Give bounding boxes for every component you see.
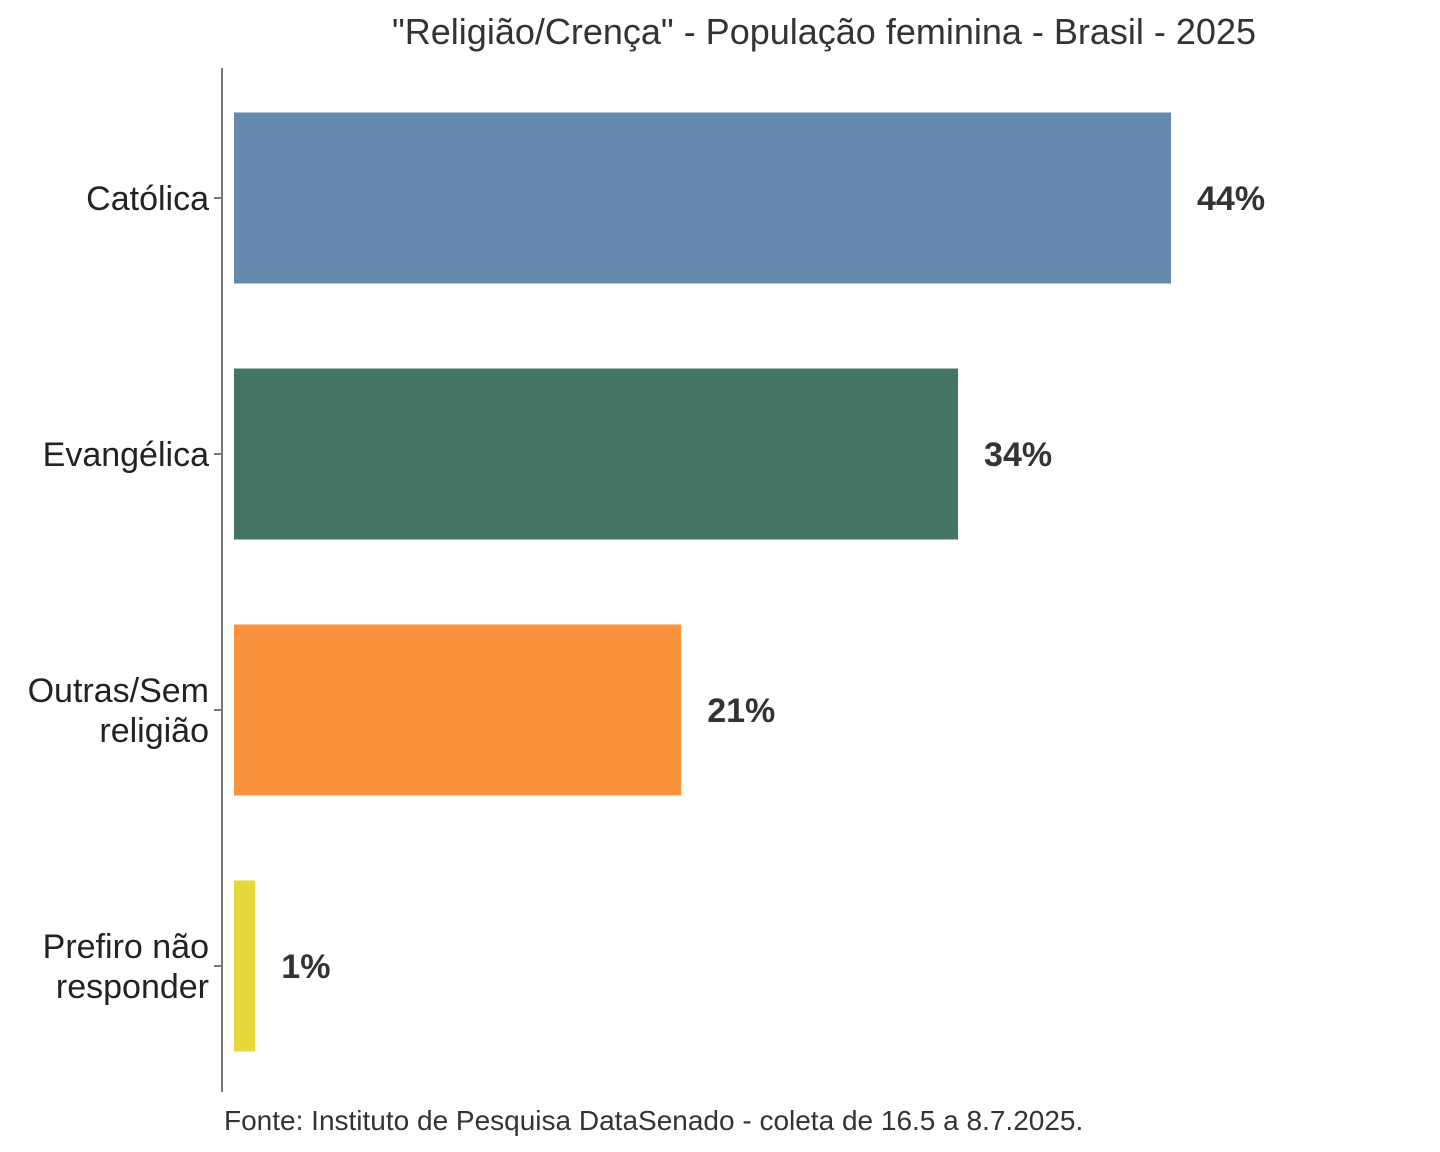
bar-2 xyxy=(234,624,682,796)
chart-caption: Fonte: Instituto de Pesquisa DataSenado … xyxy=(224,1105,1083,1136)
category-label-1: Evangélica xyxy=(43,436,209,474)
bars-layer: Católica 44% Evangélica 34% Outras/Sem religi… xyxy=(28,112,1265,1052)
category-label-line: religião xyxy=(99,712,209,750)
value-label-3: 1% xyxy=(281,948,330,986)
value-label-2: 21% xyxy=(707,692,775,730)
category-label-line: responder xyxy=(56,968,209,1006)
category-label-line: Prefiro não xyxy=(43,928,209,966)
category-label-2: Outras/Sem religião xyxy=(28,672,209,750)
bar-0 xyxy=(234,112,1171,284)
category-label-3: Prefiro não responder xyxy=(43,928,209,1006)
category-label-line: Outras/Sem xyxy=(28,672,209,710)
bar-3 xyxy=(234,880,256,1052)
value-label-1: 34% xyxy=(984,436,1052,474)
category-label-line: Evangélica xyxy=(43,436,209,474)
value-label-0: 44% xyxy=(1197,180,1265,218)
chart-title: "Religião/Crença" - População feminina -… xyxy=(392,11,1256,52)
category-label-line: Católica xyxy=(86,180,209,218)
category-label-0: Católica xyxy=(86,180,209,218)
bar-1 xyxy=(234,368,959,540)
